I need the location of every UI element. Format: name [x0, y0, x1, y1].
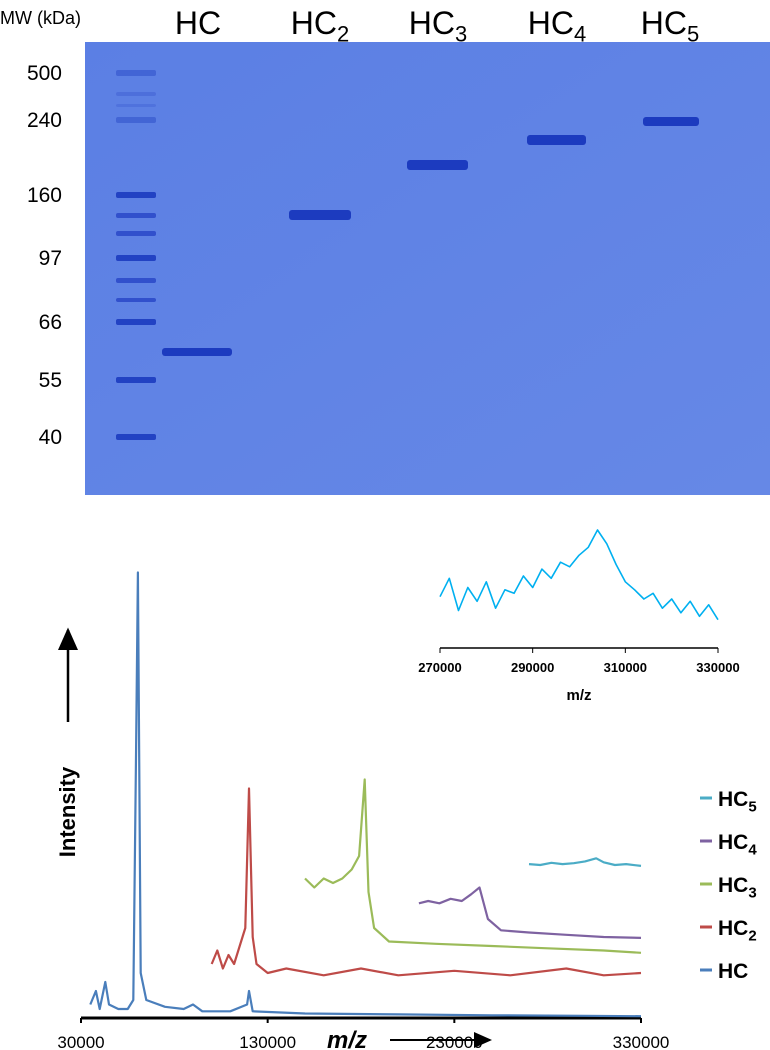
x-tick-label: 270000 — [418, 660, 461, 675]
ladder-band — [116, 377, 156, 383]
gel — [85, 42, 770, 495]
series-line — [304, 778, 642, 954]
x-tick-label: 330000 — [613, 1033, 670, 1050]
legend-label: HC3 — [718, 874, 757, 901]
x-tick-label: 230000 — [426, 1033, 483, 1050]
ladder-band — [116, 255, 156, 261]
legend-label: HC2 — [718, 917, 757, 944]
series-line — [89, 571, 642, 1018]
x-axis-label: m/z — [327, 1027, 367, 1050]
lane-label: HC4 — [528, 5, 586, 47]
legend-label: HC5 — [718, 788, 757, 815]
ladder-extra-bands — [116, 92, 156, 302]
marker-label: 97 — [39, 247, 62, 270]
marker-label: 40 — [39, 426, 62, 449]
series-line — [528, 857, 642, 867]
ladder-band — [116, 434, 156, 440]
legend-label: HC — [718, 960, 748, 983]
ladder-band — [116, 117, 156, 123]
marker-label: 500 — [27, 62, 62, 85]
x-tick-label: 330000 — [696, 660, 739, 675]
series-line — [210, 787, 642, 977]
x-tick-label: 30000 — [57, 1033, 104, 1050]
y-axis-label: Intensity — [55, 766, 80, 857]
x-tick-label: 290000 — [511, 660, 554, 675]
series-line — [418, 886, 642, 939]
ladder-band — [116, 319, 156, 325]
x-tick-label: 310000 — [604, 660, 647, 675]
marker-label: 240 — [27, 109, 62, 132]
lane-label: HC3 — [409, 5, 467, 47]
inset-x-axis-label: m/z — [566, 687, 591, 704]
lane-label: HC5 — [641, 5, 699, 47]
ladder-band — [116, 192, 156, 198]
series-line — [439, 529, 719, 621]
legend-label: HC4 — [718, 831, 757, 858]
marker-label: 66 — [39, 311, 62, 334]
marker-label: 160 — [27, 184, 62, 207]
marker-label: 55 — [39, 369, 62, 392]
ladder-band — [116, 70, 156, 76]
x-tick-label: 130000 — [239, 1033, 296, 1050]
gel-axis-label: MW (kDa) — [0, 8, 81, 28]
sample-bands — [162, 117, 699, 356]
lane-label: HC — [175, 5, 221, 41]
lane-label: HC2 — [291, 5, 349, 47]
